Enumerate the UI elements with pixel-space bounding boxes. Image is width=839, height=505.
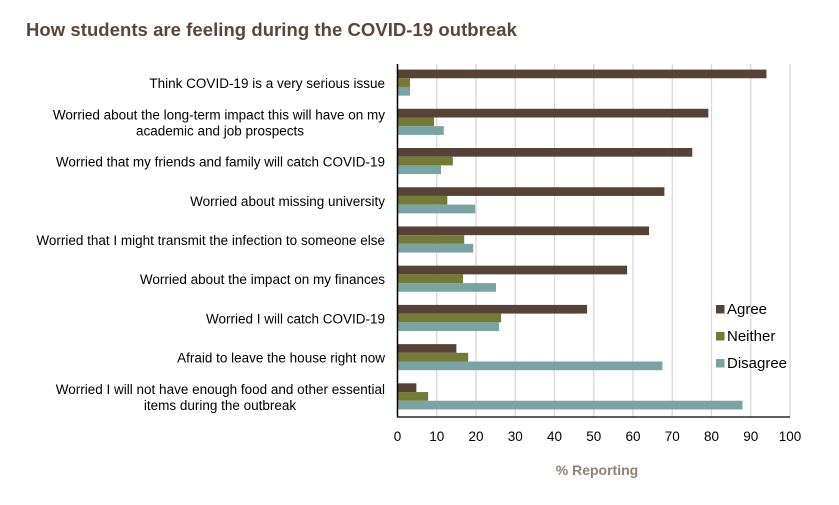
x-axis-label: % Reporting [556,462,638,478]
x-tick-label: 40 [547,429,562,444]
legend-label-neither: Neither [727,328,775,345]
bar-agree [397,344,457,353]
bar-agree [397,383,417,393]
legend-swatch-agree [716,305,725,314]
category-label: Worried I will catch COVID-19 [206,311,385,326]
category-label-line: Worried that my friends and family will … [56,155,385,170]
legend-swatch-neither [716,332,725,341]
x-tick-label: 50 [586,429,601,444]
x-tick-label: 10 [429,429,444,444]
bar-disagree [397,400,743,410]
x-tick-label: 80 [704,429,719,444]
category-label-line: Worried about the long-term impact this … [53,107,385,122]
bar-neither [397,235,465,244]
x-tick-label: 20 [468,429,483,444]
bar-agree [397,187,665,196]
bar-neither [397,117,435,127]
category-label: Afraid to leave the house right now [177,351,385,366]
bar-neither [397,352,469,362]
x-tick-label: 30 [508,429,523,444]
x-tick-label: 70 [665,429,680,444]
category-label: Worried that I might transmit the infect… [36,233,385,248]
bar-agree [397,69,767,79]
bar-agree [397,108,709,118]
bar-disagree [397,86,411,96]
category-label: Worried about the long-term impact this … [53,107,385,138]
x-tick-label: 60 [625,429,640,444]
tick-labels: 0 10 20 30 40 50 60 70 80 90 100 [394,429,802,444]
category-label-line: Afraid to leave the house right now [177,351,385,366]
category-label-line: Worried about missing university [190,194,385,209]
bar-agree [397,304,588,314]
category-label: Worried that my friends and family will … [56,155,385,170]
bar-neither [397,313,502,323]
category-label-line: Worried I will not have enough food and … [56,382,385,397]
legend-label-agree: Agree [727,301,767,318]
x-tick-label: 0 [394,429,402,444]
bar-disagree [397,243,474,253]
bar-agree [397,148,693,157]
bar-neither [397,156,453,166]
category-label: Worried I will not have enough food and … [56,382,385,413]
category-label-line: Worried about the impact on my finances [140,272,385,287]
bar-neither [397,78,411,87]
bar-neither [397,274,464,284]
bar-neither [397,392,429,401]
category-label-line: Think COVID-19 is a very serious issue [149,76,385,91]
x-tick-label: 90 [743,429,758,444]
bar-disagree [397,283,497,292]
bar-disagree [397,165,442,175]
category-label-line: academic and job prospects [136,123,304,138]
category-label: Think COVID-19 is a very serious issue [149,76,385,91]
category-label: Worried about the impact on my finances [140,272,385,287]
legend-swatch-disagree [716,359,725,368]
category-label: Worried about missing university [190,194,385,209]
chart-title: How students are feeling during the COVI… [26,19,517,40]
legend-label-disagree: Disagree [727,355,787,372]
bar-agree [397,226,650,236]
axes [396,64,790,418]
bar-disagree [397,361,663,371]
category-label-line: items during the outbreak [144,398,297,413]
bar-disagree [397,126,444,135]
bar-agree [397,265,628,275]
category-label-line: Worried I will catch COVID-19 [206,311,385,326]
bar-disagree [397,322,500,331]
bar-disagree [397,204,476,214]
category-label-line: Worried that I might transmit the infect… [36,233,385,248]
x-tick-label: 100 [779,429,802,444]
bar-neither [397,195,448,205]
category-labels: Think COVID-19 is a very serious issue Wo… [36,76,385,413]
legend: Agree Neither Disagree [716,301,787,372]
bars [397,69,767,410]
